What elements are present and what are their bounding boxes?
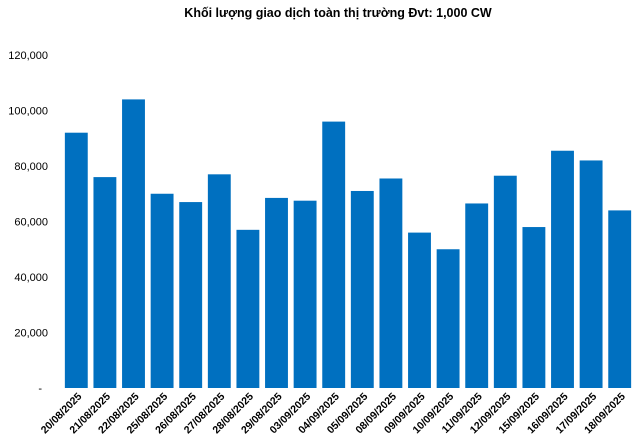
x-axis: 20/08/202521/08/202522/08/202525/08/2025… [39, 391, 628, 437]
bar [179, 202, 203, 388]
bar [379, 178, 403, 388]
bar [322, 121, 346, 388]
y-tick-label: 40,000 [14, 272, 48, 284]
bar [493, 175, 517, 388]
bar [150, 193, 174, 388]
bar [93, 177, 117, 388]
bar [207, 174, 231, 388]
y-tick-label: 100,000 [8, 106, 48, 118]
y-tick-label: 120,000 [8, 50, 48, 62]
bar [551, 150, 574, 388]
bar [64, 132, 88, 388]
y-axis: - 20,000 40,000 60,000 80,000 100,000 120,000 [8, 50, 48, 395]
bar [350, 190, 374, 388]
chart-title: Khối lượng giao dịch toàn thị trường Đvt… [184, 6, 492, 20]
bar [436, 249, 460, 388]
bar [608, 210, 632, 388]
bar [293, 200, 317, 388]
bar [265, 197, 288, 388]
bar [236, 229, 260, 388]
y-tick-label: - [38, 383, 42, 395]
bar [579, 160, 603, 388]
bars [64, 99, 632, 389]
bar [465, 203, 489, 388]
y-tick-label: 20,000 [14, 328, 48, 340]
bar [522, 227, 546, 388]
bar [122, 99, 145, 389]
bar [408, 232, 431, 388]
y-tick-label: 60,000 [14, 217, 48, 229]
y-tick-label: 80,000 [14, 161, 48, 173]
